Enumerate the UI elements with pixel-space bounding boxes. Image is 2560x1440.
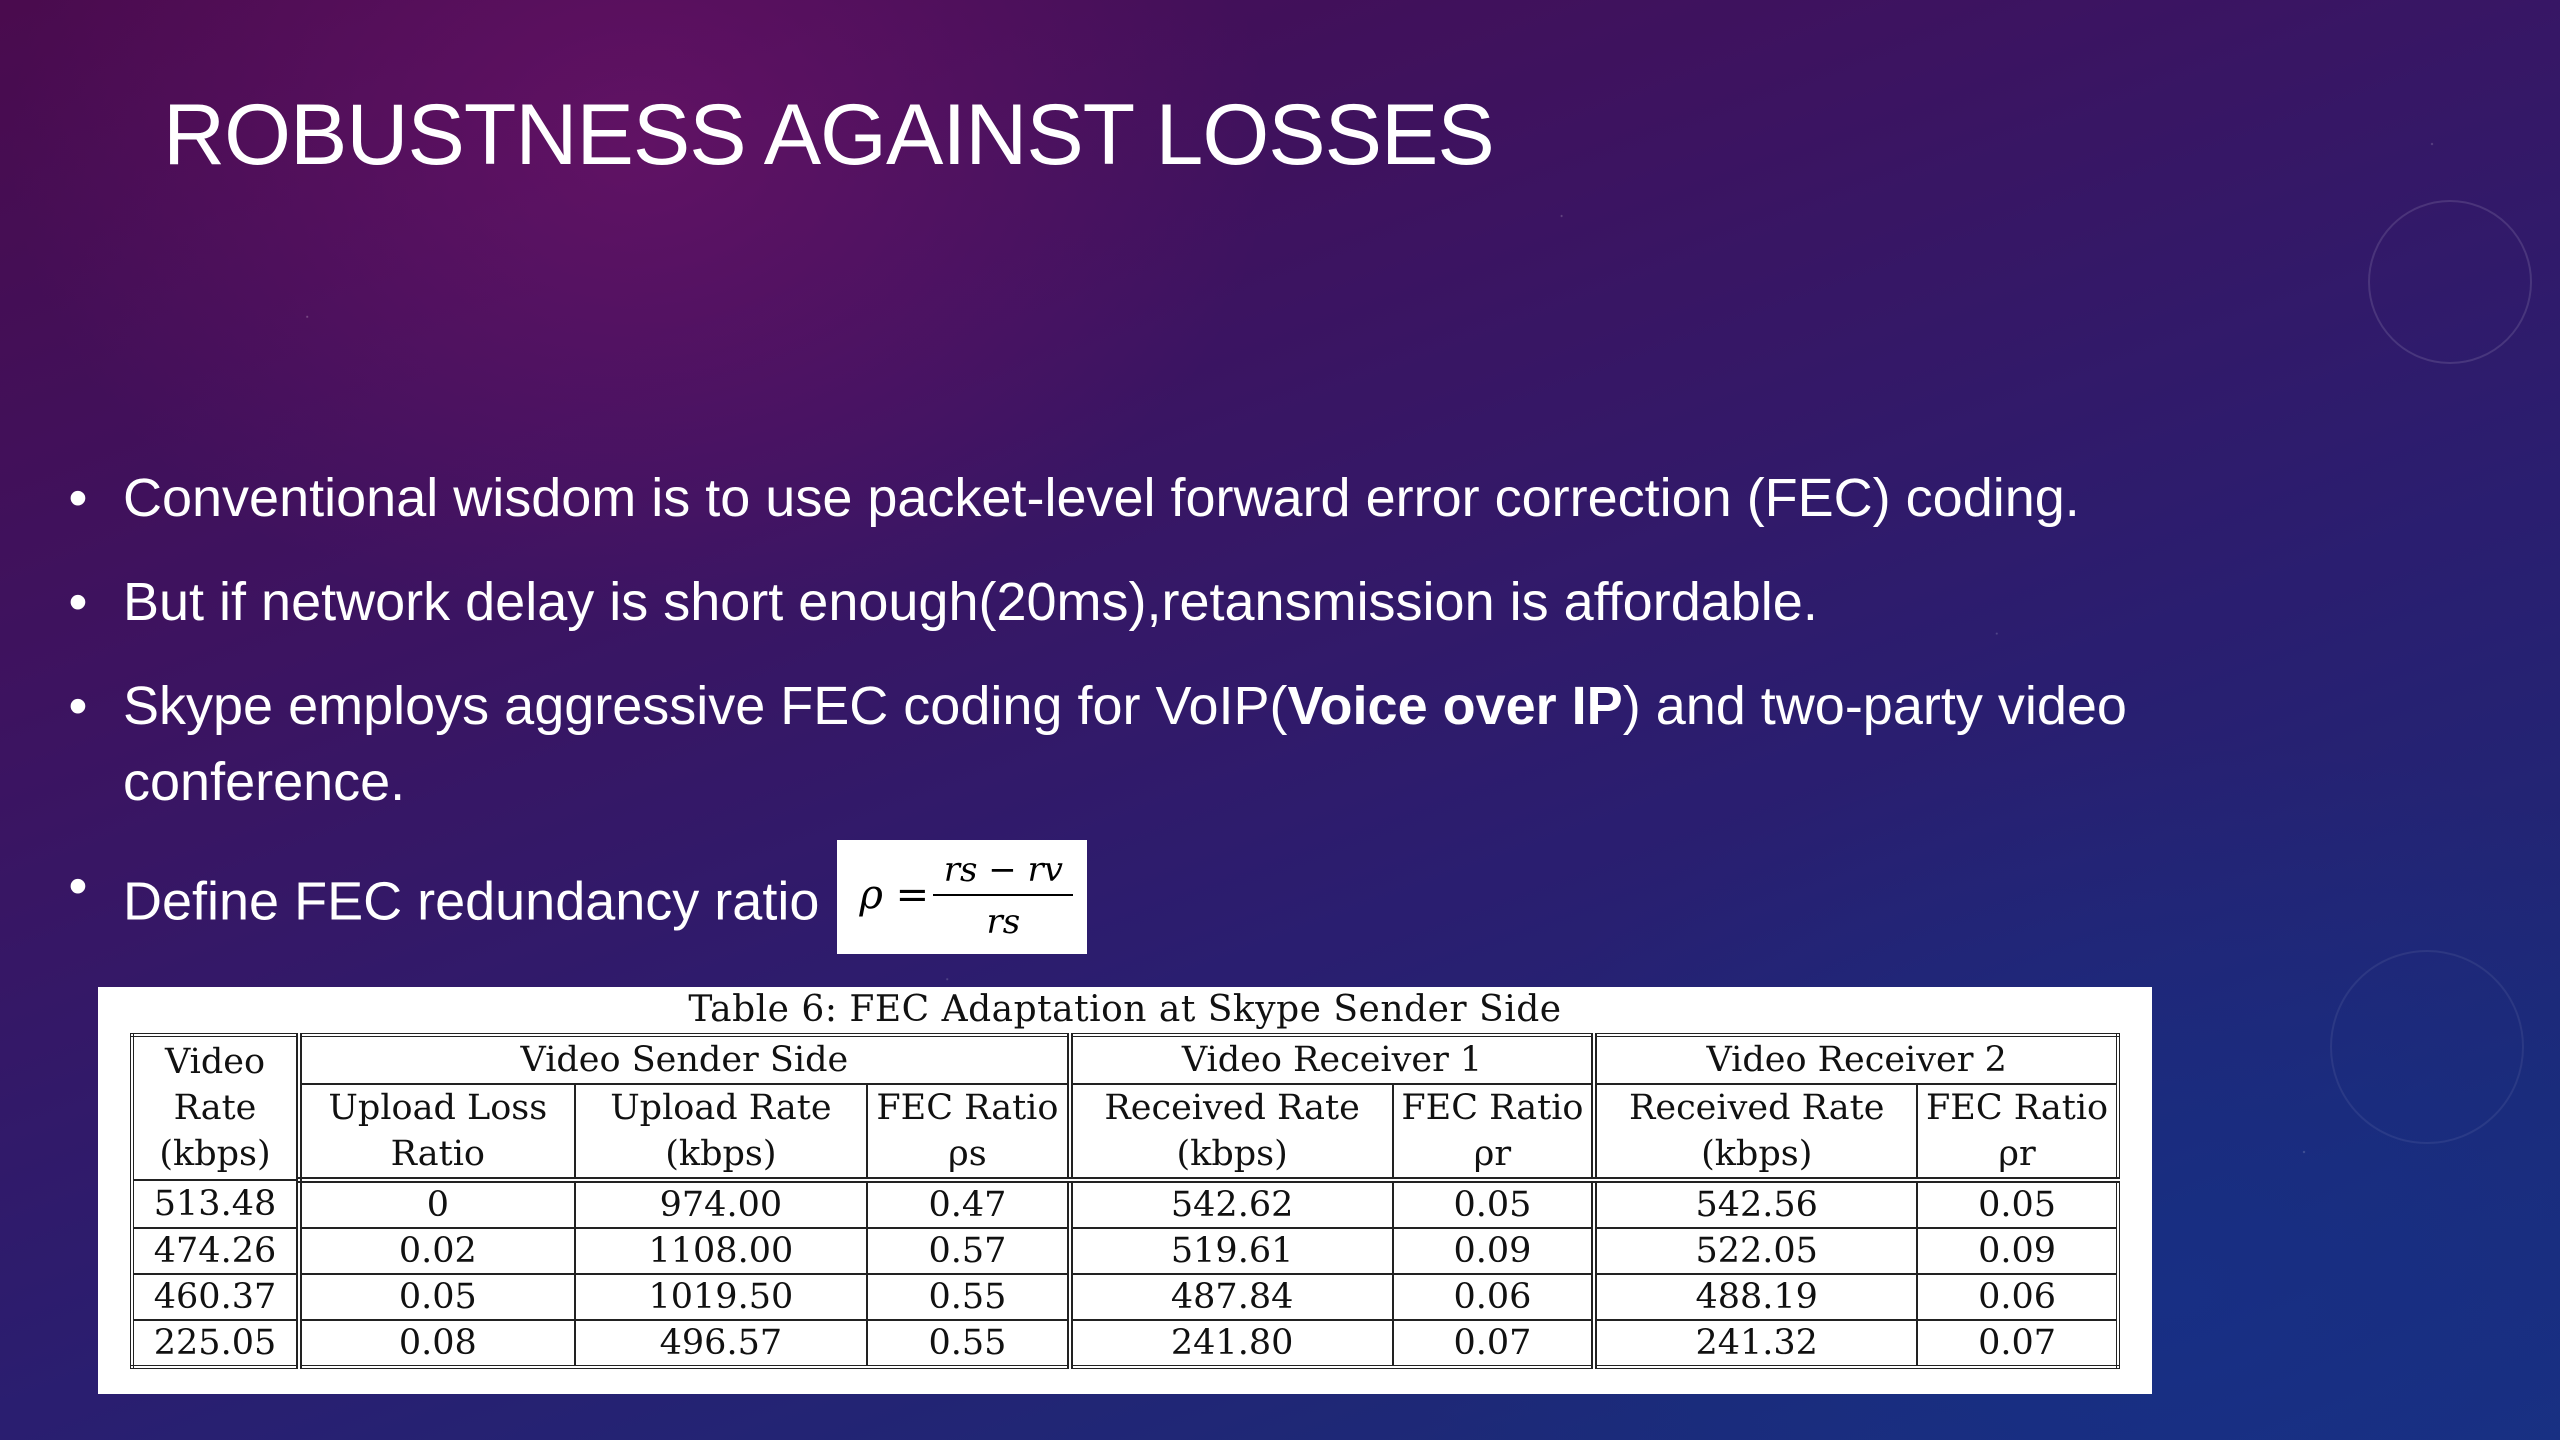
bullet-dot-icon: •	[68, 468, 88, 528]
table-row: 513.48 0 974.00 0.47 542.62 0.05 542.56 …	[131, 1179, 2119, 1229]
formula-image: ρ = rs − rv rs	[837, 840, 1088, 954]
bullet-dot-icon: •	[68, 856, 88, 916]
cell-fec-receiver-2: 0.07	[1916, 1319, 2119, 1368]
header-fec-receiver-2: FEC Ratio ρr	[1916, 1083, 2119, 1183]
header-upload-loss: Upload Loss Ratio	[296, 1083, 576, 1183]
bullet-item: • Conventional wisdom is to use packet-l…	[58, 460, 2358, 536]
cell-fec-receiver-1: 0.07	[1391, 1319, 1596, 1368]
header-video-rate: Video Rate (kbps)	[131, 1034, 300, 1181]
table-body: 513.48 0 974.00 0.47 542.62 0.05 542.56 …	[131, 1179, 2119, 1368]
cell-received-rate-1: 241.80	[1066, 1319, 1394, 1368]
cell-fec-sender: 0.57	[866, 1227, 1071, 1275]
bullet-list: • Conventional wisdom is to use packet-l…	[58, 460, 2358, 990]
bullet-item: • Define FEC redundancy ratio ρ = rs − r…	[58, 840, 2358, 962]
cell-upload-loss: 0	[296, 1179, 576, 1229]
bullet-text-post: ) and two-party video conference.	[123, 676, 2127, 812]
fec-table: Video Rate (kbps) Video Sender Side Vide…	[130, 1033, 2120, 1369]
cell-fec-receiver-2: 0.09	[1916, 1227, 2119, 1275]
slide-title: ROBUSTNESS AGAINST LOSSES	[163, 87, 1495, 183]
cell-upload-loss: 0.05	[296, 1273, 576, 1321]
formula-lhs: ρ =	[859, 872, 930, 918]
cell-fec-sender: 0.55	[866, 1273, 1071, 1321]
bullet-text: Conventional wisdom is to use packet-lev…	[123, 468, 2080, 528]
cell-upload-loss: 0.02	[296, 1227, 576, 1275]
bullet-item: • Skype employs aggressive FEC coding fo…	[58, 668, 2358, 820]
cell-received-rate-2: 542.56	[1591, 1179, 1919, 1229]
cell-fec-receiver-1: 0.06	[1391, 1273, 1596, 1321]
table-column-header-row: Upload Loss Ratio Upload Rate (kbps) FEC…	[132, 1083, 2119, 1183]
cell-upload-rate: 974.00	[573, 1179, 869, 1229]
header-receiver-2: Video Receiver 2	[1591, 1034, 2119, 1085]
cell-received-rate-1: 542.62	[1066, 1179, 1394, 1229]
bullet-text: Define FEC redundancy ratio	[123, 871, 820, 932]
table-row: 474.26 0.02 1108.00 0.57 519.61 0.09 522…	[131, 1227, 2119, 1275]
table-image: Table 6: FEC Adaptation at Skype Sender …	[98, 987, 2152, 1394]
cell-received-rate-2: 522.05	[1591, 1227, 1919, 1275]
cell-received-rate-1: 519.61	[1066, 1227, 1394, 1275]
cell-fec-sender: 0.55	[866, 1319, 1071, 1368]
table-row: 460.37 0.05 1019.50 0.55 487.84 0.06 488…	[131, 1273, 2119, 1321]
cell-upload-rate: 1108.00	[573, 1227, 869, 1275]
cell-received-rate-1: 487.84	[1066, 1273, 1394, 1321]
table-row: 225.05 0.08 496.57 0.55 241.80 0.07 241.…	[131, 1319, 2119, 1368]
header-sender-side: Video Sender Side	[296, 1034, 1071, 1085]
decorative-circle	[2330, 950, 2524, 1144]
cell-video-rate: 513.48	[131, 1179, 300, 1229]
header-fec-receiver-1: FEC Ratio ρr	[1391, 1083, 1596, 1183]
cell-fec-sender: 0.47	[866, 1179, 1071, 1229]
bullet-text: But if network delay is short enough(20m…	[123, 572, 1818, 632]
header-received-rate-2: Received Rate (kbps)	[1591, 1083, 1919, 1183]
cell-video-rate: 460.37	[131, 1273, 300, 1321]
cell-fec-receiver-1: 0.05	[1391, 1179, 1596, 1229]
cell-video-rate: 225.05	[131, 1319, 300, 1368]
cell-received-rate-2: 488.19	[1591, 1273, 1919, 1321]
cell-fec-receiver-2: 0.06	[1916, 1273, 2119, 1321]
table-caption: Table 6: FEC Adaptation at Skype Sender …	[688, 989, 1562, 1030]
cell-fec-receiver-2: 0.05	[1916, 1179, 2119, 1229]
cell-fec-receiver-1: 0.09	[1391, 1227, 1596, 1275]
formula-denominator: rs	[986, 902, 1021, 942]
cell-upload-loss: 0.08	[296, 1319, 576, 1368]
cell-received-rate-2: 241.32	[1591, 1319, 1919, 1368]
bullet-text-bold: Voice over IP	[1287, 676, 1623, 736]
table-group-header-row: Video Rate (kbps) Video Sender Side Vide…	[131, 1034, 2119, 1181]
bullet-dot-icon: •	[68, 572, 88, 632]
header-received-rate-1: Received Rate (kbps)	[1066, 1083, 1394, 1183]
header-upload-rate: Upload Rate (kbps)	[573, 1083, 869, 1183]
formula-fraction: rs − rv rs	[933, 848, 1074, 944]
decorative-circle	[2368, 200, 2532, 364]
cell-upload-rate: 1019.50	[573, 1273, 869, 1321]
header-fec-sender: FEC Ratio ρs	[866, 1083, 1071, 1183]
header-receiver-1: Video Receiver 1	[1066, 1034, 1596, 1085]
cell-upload-rate: 496.57	[573, 1319, 869, 1368]
bullet-item: • But if network delay is short enough(2…	[58, 564, 2358, 640]
cell-video-rate: 474.26	[131, 1227, 300, 1275]
bullet-text-pre: Skype employs aggressive FEC coding for …	[123, 676, 1288, 736]
formula-numerator: rs − rv	[933, 848, 1074, 896]
bullet-dot-icon: •	[68, 676, 88, 736]
